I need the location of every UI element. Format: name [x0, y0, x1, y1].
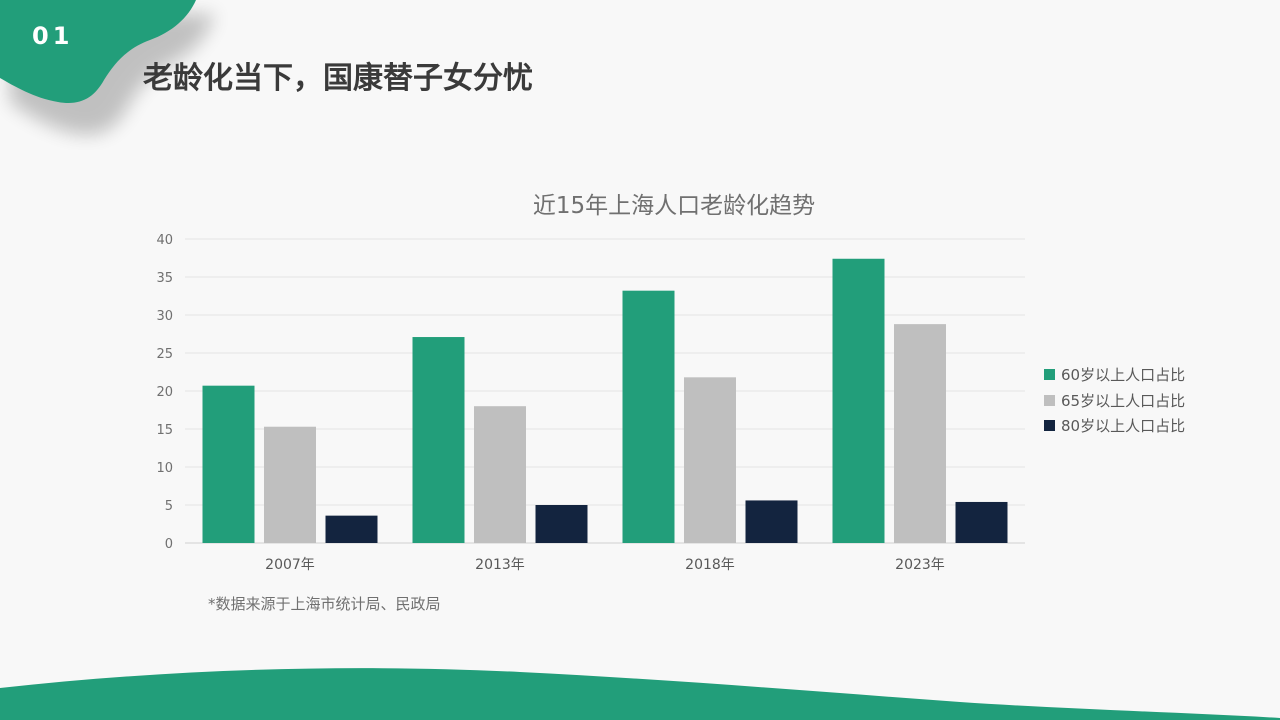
legend-item: 65岁以上人口占比 [1044, 388, 1185, 414]
legend-item: 80岁以上人口占比 [1044, 413, 1185, 439]
legend-label: 80岁以上人口占比 [1061, 417, 1186, 436]
source-note: *数据来源于上海市统计局、民政局 [208, 595, 441, 613]
bar [264, 426, 316, 543]
bar [832, 258, 885, 543]
bar [474, 406, 526, 543]
corner-decoration [0, 0, 215, 135]
legend-label: 65岁以上人口占比 [1061, 391, 1186, 410]
bar [745, 500, 798, 543]
x-tick-label: 2018年 [685, 557, 735, 573]
legend-label: 60岁以上人口占比 [1061, 366, 1186, 385]
chart-legend: 60岁以上人口占比 65岁以上人口占比 80岁以上人口占比 [1044, 362, 1185, 439]
bottom-wave-decoration [0, 668, 1280, 720]
bar [622, 290, 675, 543]
legend-swatch [1044, 369, 1055, 381]
y-tick-label: 35 [156, 271, 173, 286]
bar [955, 501, 1008, 543]
bar [894, 324, 946, 543]
bar [202, 385, 255, 543]
legend-item: 60岁以上人口占比 [1044, 362, 1185, 388]
x-tick-label: 2007年 [265, 557, 315, 573]
x-tick-label: 2013年 [475, 557, 525, 573]
bar [412, 337, 465, 543]
y-tick-label: 40 [156, 233, 173, 248]
section-number: 01 [32, 22, 74, 50]
y-tick-label: 30 [156, 309, 173, 324]
x-tick-label: 2023年 [895, 557, 945, 573]
chart-title: 近15年上海人口老龄化趋势 [532, 193, 816, 219]
y-tick-label: 20 [156, 385, 173, 400]
y-tick-label: 5 [165, 499, 173, 514]
legend-swatch [1044, 420, 1055, 432]
legend-swatch [1044, 394, 1055, 406]
y-tick-label: 0 [165, 537, 173, 552]
y-tick-label: 15 [156, 423, 173, 438]
y-tick-label: 10 [156, 461, 173, 476]
bar [684, 377, 736, 543]
bar [325, 515, 378, 543]
page-title: 老龄化当下，国康替子女分忧 [143, 61, 533, 96]
bar [535, 505, 588, 543]
y-tick-label: 25 [156, 347, 173, 362]
